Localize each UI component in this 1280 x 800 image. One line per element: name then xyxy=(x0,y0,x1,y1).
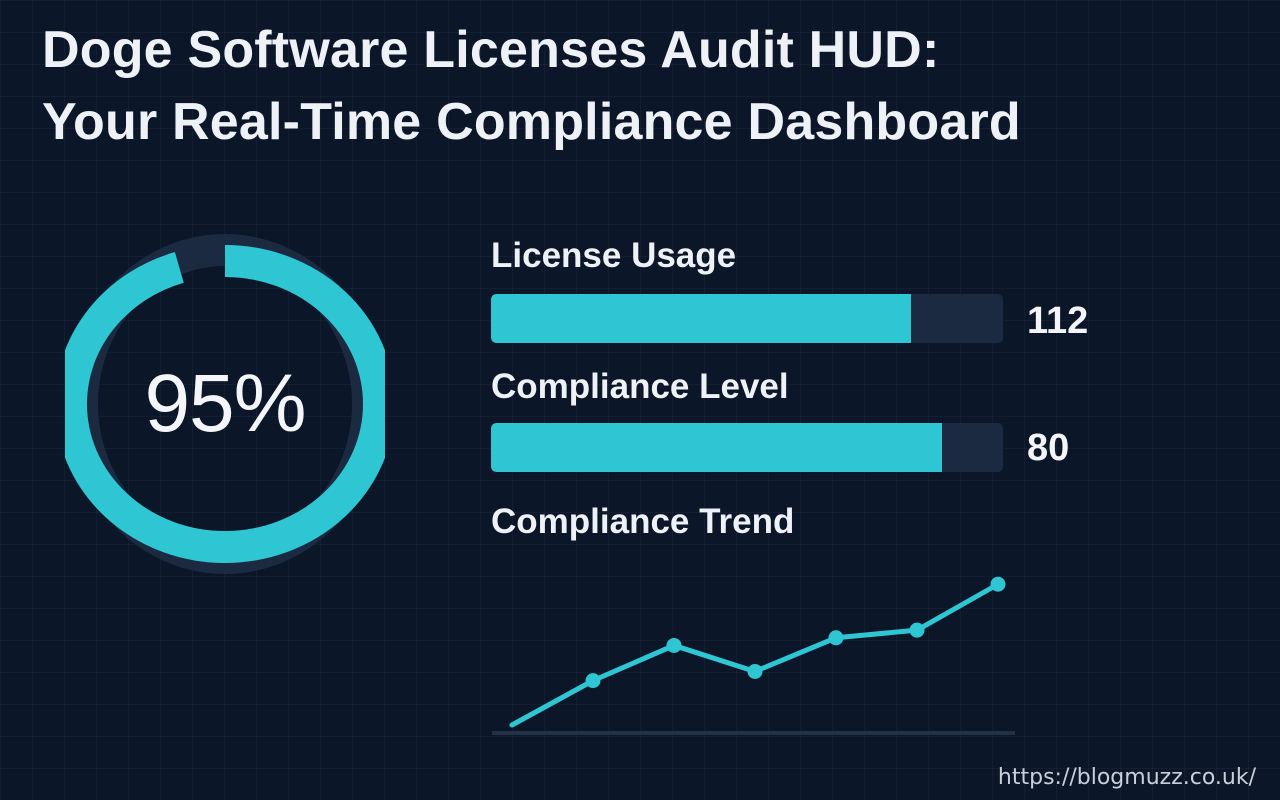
gauge-ring-arc xyxy=(65,245,385,563)
source-url[interactable]: https://blogmuzz.co.uk/ xyxy=(997,765,1256,790)
trend-point xyxy=(990,576,1006,592)
trend-point xyxy=(666,637,682,653)
gauge-ring-icon xyxy=(65,234,385,574)
trend-point xyxy=(828,630,844,646)
trend-point xyxy=(909,622,925,638)
compliance-level-label: Compliance Level xyxy=(491,367,789,406)
compliance-level-value: 80 xyxy=(1027,427,1070,469)
license-usage-bar-fill xyxy=(491,294,911,343)
license-usage-label: License Usage xyxy=(491,236,737,275)
compliance-level-bar-fill xyxy=(491,423,942,472)
trend-point xyxy=(747,663,763,679)
compliance-trend-label: Compliance Trend xyxy=(491,502,795,541)
compliance-level-bar xyxy=(491,423,1003,472)
page-title-line-1: Doge Software Licenses Audit HUD: xyxy=(42,21,940,79)
trend-point xyxy=(585,673,601,689)
trend-line xyxy=(509,581,1001,728)
page-title: Doge Software Licenses Audit HUD: Your R… xyxy=(42,14,1242,158)
compliance-gauge: 95% xyxy=(65,233,385,575)
license-usage-bar xyxy=(491,294,1003,343)
license-usage-value: 112 xyxy=(1027,300,1089,342)
page-title-line-2: Your Real-Time Compliance Dashboard xyxy=(42,93,1021,151)
compliance-trend-chart xyxy=(492,576,1015,735)
gauge-percentage: 95% xyxy=(144,358,306,449)
